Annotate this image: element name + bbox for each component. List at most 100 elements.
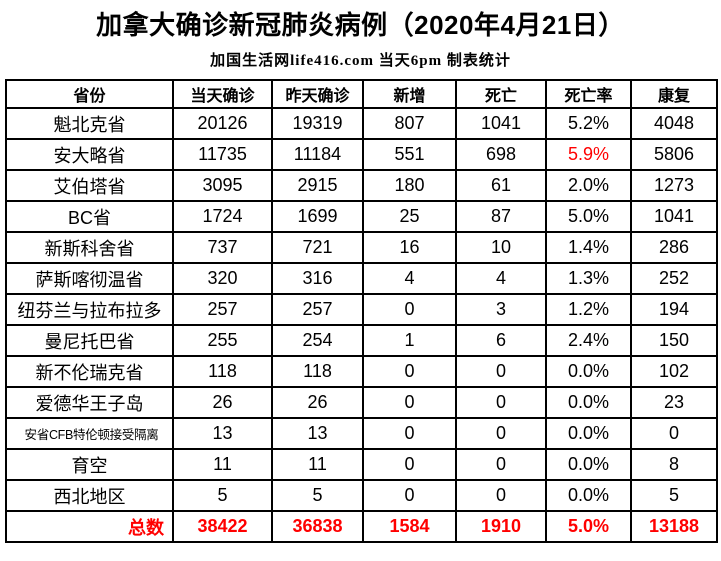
cell-yesterday: 11184 — [271, 138, 364, 171]
page: 加拿大确诊新冠肺炎病例（2020年4月21日） 加国生活网life416.com… — [0, 5, 721, 561]
cell-today: 118 — [172, 355, 273, 388]
cell-recovered: 102 — [630, 355, 718, 388]
cell-today: 737 — [172, 231, 273, 264]
cell-province: 纽芬兰与拉布拉多 — [5, 293, 174, 326]
cell-death-rate: 2.0% — [545, 169, 632, 202]
column-header-today: 当天确诊 — [172, 79, 273, 109]
table-row: BC省 1724 1699 25 87 5.0% 1041 — [5, 200, 718, 233]
covid-stats-table: 省份 当天确诊 昨天确诊 新增 死亡 死亡率 康复 魁北克省 20126 19319 807 104… — [5, 79, 718, 543]
table-row: 育空 11 11 0 0 0.0% 8 — [5, 448, 718, 481]
cell-recovered: 252 — [630, 262, 718, 295]
cell-deaths: 6 — [455, 324, 547, 357]
cell-deaths: 3 — [455, 293, 547, 326]
cell-yesterday: 257 — [271, 293, 364, 326]
cell-new-cases: 807 — [362, 107, 457, 140]
total-cell-yesterday: 36838 — [271, 510, 364, 543]
cell-new-cases: 0 — [362, 386, 457, 419]
cell-today: 20126 — [172, 107, 273, 140]
cell-province: 西北地区 — [5, 479, 174, 512]
cell-recovered: 8 — [630, 448, 718, 481]
cell-recovered: 1041 — [630, 200, 718, 233]
cell-yesterday: 118 — [271, 355, 364, 388]
table-row: 纽芬兰与拉布拉多 257 257 0 3 1.2% 194 — [5, 293, 718, 326]
column-header-recovered: 康复 — [630, 79, 718, 109]
cell-recovered: 5 — [630, 479, 718, 512]
cell-province: 魁北克省 — [5, 107, 174, 140]
table-row: 西北地区 5 5 0 0 0.0% 5 — [5, 479, 718, 512]
column-header-death-rate: 死亡率 — [545, 79, 632, 109]
cell-new-cases: 25 — [362, 200, 457, 233]
column-header-deaths: 死亡 — [455, 79, 547, 109]
cell-yesterday: 26 — [271, 386, 364, 419]
cell-death-rate: 5.2% — [545, 107, 632, 140]
cell-yesterday: 254 — [271, 324, 364, 357]
cell-today: 11735 — [172, 138, 273, 171]
cell-province: 安省CFB特伦顿接受隔离 — [5, 417, 174, 450]
cell-yesterday: 721 — [271, 231, 364, 264]
cell-new-cases: 0 — [362, 355, 457, 388]
cell-death-rate: 0.0% — [545, 386, 632, 419]
cell-death-rate: 2.4% — [545, 324, 632, 357]
cell-death-rate: 5.0% — [545, 200, 632, 233]
cell-recovered: 23 — [630, 386, 718, 419]
cell-deaths: 87 — [455, 200, 547, 233]
cell-today: 257 — [172, 293, 273, 326]
cell-death-rate: 0.0% — [545, 355, 632, 388]
page-title: 加拿大确诊新冠肺炎病例（2020年4月21日） — [96, 10, 625, 40]
cell-new-cases: 4 — [362, 262, 457, 295]
cell-deaths: 10 — [455, 231, 547, 264]
cell-recovered: 1273 — [630, 169, 718, 202]
cell-death-rate: 5.9% — [545, 138, 632, 171]
cell-yesterday: 11 — [271, 448, 364, 481]
cell-province: 曼尼托巴省 — [5, 324, 174, 357]
cell-deaths: 0 — [455, 386, 547, 419]
cell-yesterday: 5 — [271, 479, 364, 512]
cell-death-rate: 0.0% — [545, 479, 632, 512]
cell-deaths: 698 — [455, 138, 547, 171]
cell-today: 26 — [172, 386, 273, 419]
cell-new-cases: 0 — [362, 479, 457, 512]
cell-new-cases: 551 — [362, 138, 457, 171]
cell-deaths: 0 — [455, 479, 547, 512]
cell-death-rate: 0.0% — [545, 417, 632, 450]
cell-death-rate: 1.3% — [545, 262, 632, 295]
cell-yesterday: 13 — [271, 417, 364, 450]
column-header-new-cases: 新增 — [362, 79, 457, 109]
table-row: 萨斯喀彻温省 320 316 4 4 1.3% 252 — [5, 262, 718, 295]
table-row: 曼尼托巴省 255 254 1 6 2.4% 150 — [5, 324, 718, 357]
cell-deaths: 0 — [455, 448, 547, 481]
cell-today: 320 — [172, 262, 273, 295]
cell-new-cases: 16 — [362, 231, 457, 264]
cell-new-cases: 1 — [362, 324, 457, 357]
cell-today: 3095 — [172, 169, 273, 202]
cell-death-rate: 1.4% — [545, 231, 632, 264]
cell-province: 新斯科舍省 — [5, 231, 174, 264]
total-cell-today: 38422 — [172, 510, 273, 543]
total-cell-recovered: 13188 — [630, 510, 718, 543]
total-cell-province: 总数 — [5, 510, 174, 543]
cell-deaths: 1041 — [455, 107, 547, 140]
cell-today: 13 — [172, 417, 273, 450]
table-row: 艾伯塔省 3095 2915 180 61 2.0% 1273 — [5, 169, 718, 202]
cell-province: 新不伦瑞克省 — [5, 355, 174, 388]
cell-yesterday: 19319 — [271, 107, 364, 140]
table-row: 爱德华王子岛 26 26 0 0 0.0% 23 — [5, 386, 718, 419]
cell-today: 11 — [172, 448, 273, 481]
cell-death-rate: 0.0% — [545, 448, 632, 481]
cell-province: 爱德华王子岛 — [5, 386, 174, 419]
cell-new-cases: 0 — [362, 448, 457, 481]
cell-yesterday: 1699 — [271, 200, 364, 233]
cell-province: 艾伯塔省 — [5, 169, 174, 202]
cell-province: 安大略省 — [5, 138, 174, 171]
cell-deaths: 0 — [455, 355, 547, 388]
cell-recovered: 150 — [630, 324, 718, 357]
total-cell-deaths: 1910 — [455, 510, 547, 543]
column-header-province: 省份 — [5, 79, 174, 109]
cell-new-cases: 0 — [362, 417, 457, 450]
cell-today: 1724 — [172, 200, 273, 233]
cell-new-cases: 0 — [362, 293, 457, 326]
total-cell-death-rate: 5.0% — [545, 510, 632, 543]
total-cell-new-cases: 1584 — [362, 510, 457, 543]
page-subtitle: 加国生活网life416.com 当天6pm 制表统计 — [210, 53, 511, 69]
table-row: 新不伦瑞克省 118 118 0 0 0.0% 102 — [5, 355, 718, 388]
